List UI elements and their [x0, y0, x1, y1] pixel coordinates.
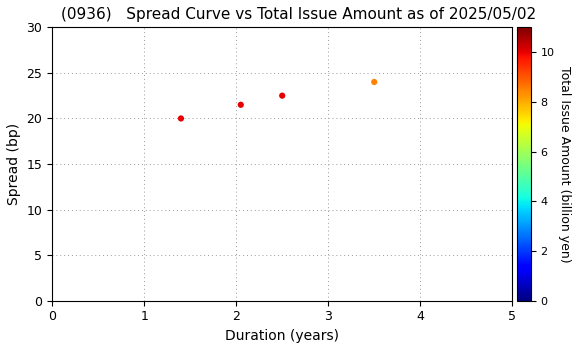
Point — [278, 93, 287, 98]
Y-axis label: Spread (bp): Spread (bp) — [7, 123, 21, 205]
X-axis label: Duration (years): Duration (years) — [225, 329, 339, 343]
Point — [369, 79, 379, 85]
Text: (0936)   Spread Curve vs Total Issue Amount as of 2025/05/02: (0936) Spread Curve vs Total Issue Amoun… — [61, 7, 536, 22]
Y-axis label: Total Issue Amount (billion yen): Total Issue Amount (billion yen) — [559, 66, 571, 262]
Point — [176, 116, 186, 121]
Point — [236, 102, 245, 107]
